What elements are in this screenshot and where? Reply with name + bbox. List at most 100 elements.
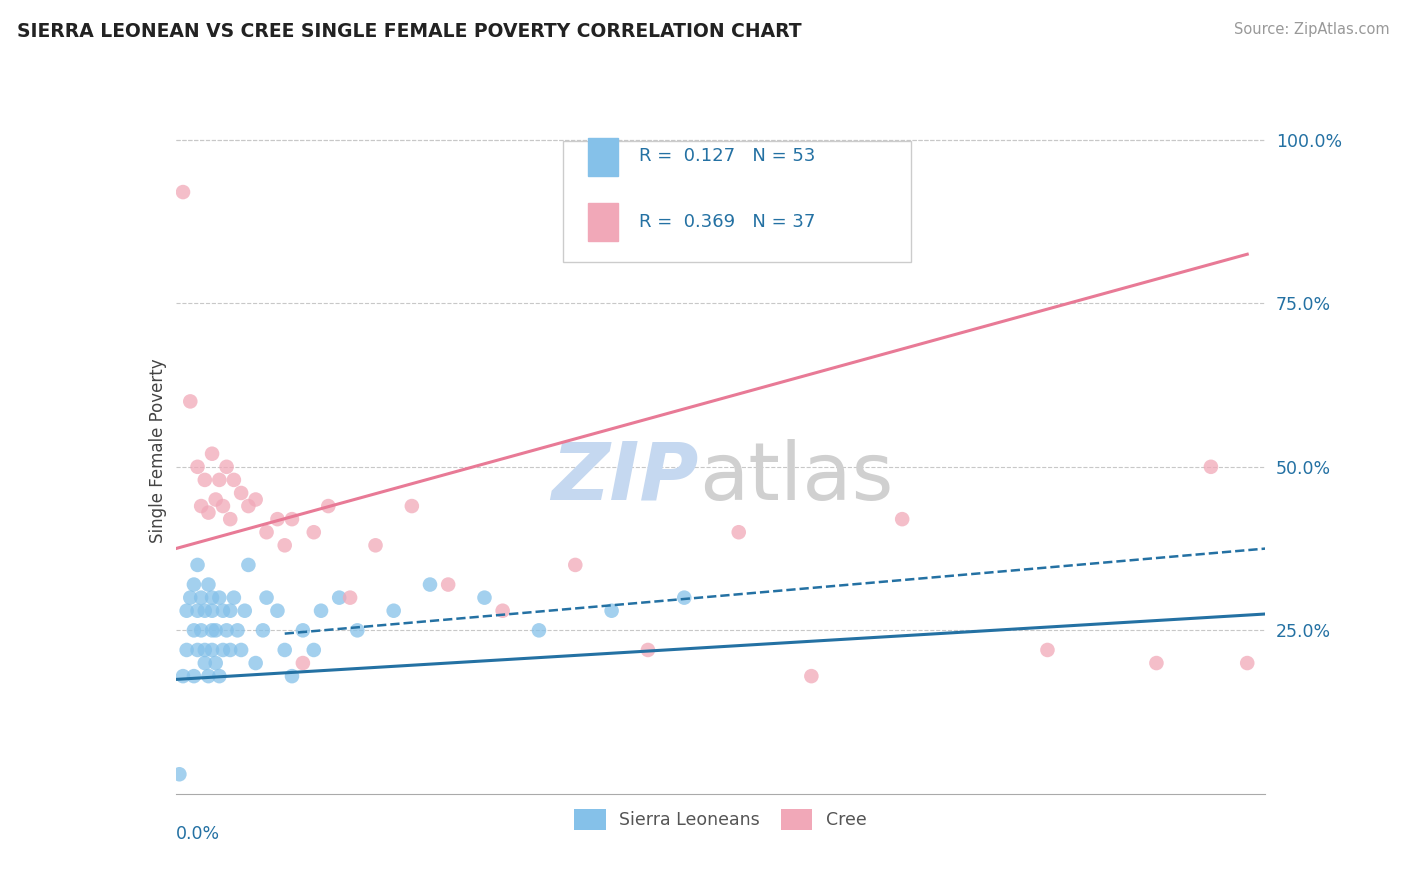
Point	[382, 604, 405, 618]
Point	[212, 499, 235, 513]
Point	[194, 473, 217, 487]
Bar	[588, 203, 619, 241]
Text: 0.0%: 0.0%	[176, 825, 219, 843]
Point	[291, 656, 314, 670]
Point	[201, 591, 224, 605]
Point	[245, 492, 267, 507]
Point	[233, 604, 256, 618]
Point	[673, 591, 696, 605]
Point	[339, 591, 361, 605]
Point	[281, 512, 304, 526]
Point	[176, 643, 198, 657]
Point	[219, 512, 242, 526]
Point	[212, 643, 235, 657]
Point	[215, 624, 238, 638]
Point	[437, 577, 460, 591]
Point	[186, 459, 209, 474]
Point	[302, 643, 325, 657]
Point	[328, 591, 350, 605]
Point	[492, 604, 515, 618]
Y-axis label: Single Female Poverty: Single Female Poverty	[149, 359, 167, 542]
Point	[274, 538, 297, 552]
Point	[186, 604, 209, 618]
Point	[891, 512, 914, 526]
Point	[564, 558, 586, 572]
Text: atlas: atlas	[699, 439, 893, 517]
Point	[266, 512, 288, 526]
Point	[238, 499, 260, 513]
Point	[186, 643, 209, 657]
Point	[1146, 656, 1168, 670]
Point	[179, 394, 201, 409]
Point	[281, 669, 304, 683]
Point	[208, 591, 231, 605]
Point	[201, 604, 224, 618]
Text: Source: ZipAtlas.com: Source: ZipAtlas.com	[1233, 22, 1389, 37]
Point	[197, 506, 219, 520]
Point	[266, 604, 288, 618]
Legend: Sierra Leoneans, Cree: Sierra Leoneans, Cree	[568, 802, 873, 837]
Point	[197, 669, 219, 683]
FancyBboxPatch shape	[562, 141, 911, 261]
Point	[183, 624, 205, 638]
Text: R =  0.127   N = 53: R = 0.127 N = 53	[638, 147, 815, 166]
Point	[291, 624, 314, 638]
Point	[197, 577, 219, 591]
Point	[637, 643, 659, 657]
Point	[238, 558, 260, 572]
Point	[169, 767, 191, 781]
Point	[204, 656, 226, 670]
Point	[800, 669, 823, 683]
Point	[179, 591, 201, 605]
Point	[183, 669, 205, 683]
Point	[194, 643, 217, 657]
Point	[204, 492, 226, 507]
Point	[1236, 656, 1258, 670]
Point	[172, 669, 194, 683]
Point	[212, 604, 235, 618]
Text: R =  0.369   N = 37: R = 0.369 N = 37	[638, 213, 815, 231]
Point	[204, 624, 226, 638]
Point	[274, 643, 297, 657]
Point	[183, 577, 205, 591]
Point	[256, 591, 278, 605]
Point	[727, 525, 749, 540]
Point	[318, 499, 340, 513]
Point	[401, 499, 423, 513]
Point	[172, 185, 194, 199]
Point	[364, 538, 387, 552]
Point	[252, 624, 274, 638]
Point	[309, 604, 332, 618]
Point	[176, 604, 198, 618]
Point	[231, 643, 253, 657]
Point	[222, 591, 245, 605]
Point	[190, 499, 212, 513]
Point	[201, 447, 224, 461]
Point	[474, 591, 496, 605]
Point	[194, 604, 217, 618]
Point	[215, 459, 238, 474]
Point	[226, 624, 249, 638]
Point	[256, 525, 278, 540]
Point	[201, 643, 224, 657]
Point	[1199, 459, 1222, 474]
Point	[208, 669, 231, 683]
Point	[600, 604, 623, 618]
Text: SIERRA LEONEAN VS CREE SINGLE FEMALE POVERTY CORRELATION CHART: SIERRA LEONEAN VS CREE SINGLE FEMALE POV…	[17, 22, 801, 41]
Point	[245, 656, 267, 670]
Point	[186, 558, 209, 572]
Point	[419, 577, 441, 591]
Point	[231, 486, 253, 500]
Point	[219, 604, 242, 618]
Point	[208, 473, 231, 487]
Point	[222, 473, 245, 487]
Bar	[588, 138, 619, 176]
Text: ZIP: ZIP	[551, 439, 699, 517]
Point	[219, 643, 242, 657]
Point	[1036, 643, 1059, 657]
Point	[201, 624, 224, 638]
Point	[302, 525, 325, 540]
Point	[194, 656, 217, 670]
Point	[527, 624, 550, 638]
Point	[190, 624, 212, 638]
